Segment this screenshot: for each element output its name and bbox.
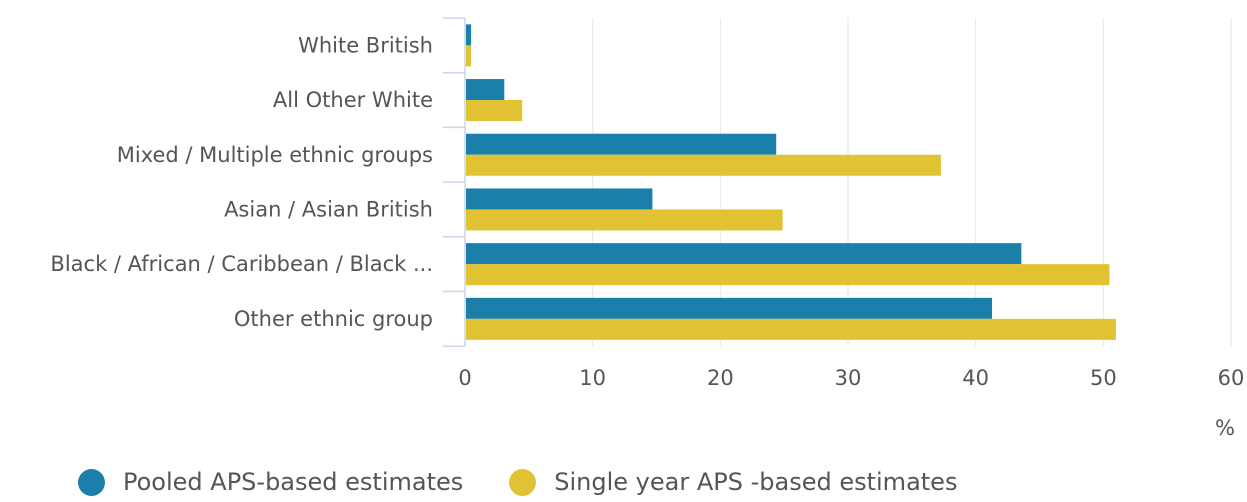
bar-single-year[interactable] <box>466 318 1116 340</box>
x-tick-label: 60 <box>1218 366 1245 390</box>
bar-chart: White British All Other White Mixed / Mult… <box>50 17 1244 440</box>
bar-single-year[interactable] <box>466 209 783 231</box>
x-axis-tick-labels: 0 10 20 30 40 50 60 <box>458 366 1244 390</box>
bar-single-year[interactable] <box>466 45 472 67</box>
category-label: Black / African / Caribbean / Black ... <box>50 252 433 276</box>
x-tick-label: 20 <box>707 366 734 390</box>
category-label: All Other White <box>273 88 433 112</box>
legend-item-pooled[interactable]: Pooled APS-based estimates <box>78 468 463 496</box>
bar-pooled[interactable] <box>466 133 777 155</box>
bar-pooled[interactable] <box>466 24 472 46</box>
bar-pooled[interactable] <box>466 79 505 101</box>
bars <box>466 24 1116 340</box>
category-label: Asian / Asian British <box>224 197 433 221</box>
bar-pooled[interactable] <box>466 243 1022 265</box>
gridlines <box>592 18 1232 347</box>
x-tick-label: 30 <box>835 366 862 390</box>
x-tick-label: 50 <box>1090 366 1117 390</box>
bar-pooled[interactable] <box>466 297 992 319</box>
x-tick-label: 40 <box>962 366 989 390</box>
category-label: Mixed / Multiple ethnic groups <box>117 143 433 167</box>
x-axis-unit-label: % <box>1215 416 1235 440</box>
x-tick-label: 10 <box>579 366 606 390</box>
legend-item-single-year[interactable]: Single year APS -based estimates <box>509 468 957 496</box>
category-label: White British <box>298 33 433 57</box>
category-label: Other ethnic group <box>234 307 433 331</box>
bar-pooled[interactable] <box>466 188 653 210</box>
bar-single-year[interactable] <box>466 154 941 176</box>
bar-single-year[interactable] <box>466 264 1110 286</box>
legend-marker-pooled <box>78 468 105 496</box>
legend: Pooled APS-based estimates Single year A… <box>78 462 1003 502</box>
legend-marker-single-year <box>509 468 537 496</box>
legend-label-single-year: Single year APS -based estimates <box>554 468 958 496</box>
legend-label-pooled: Pooled APS-based estimates <box>123 468 464 496</box>
category-labels: White British All Other White Mixed / Mult… <box>50 33 433 331</box>
x-tick-label: 0 <box>458 366 471 390</box>
bar-single-year[interactable] <box>466 100 523 122</box>
y-axis <box>443 17 466 347</box>
